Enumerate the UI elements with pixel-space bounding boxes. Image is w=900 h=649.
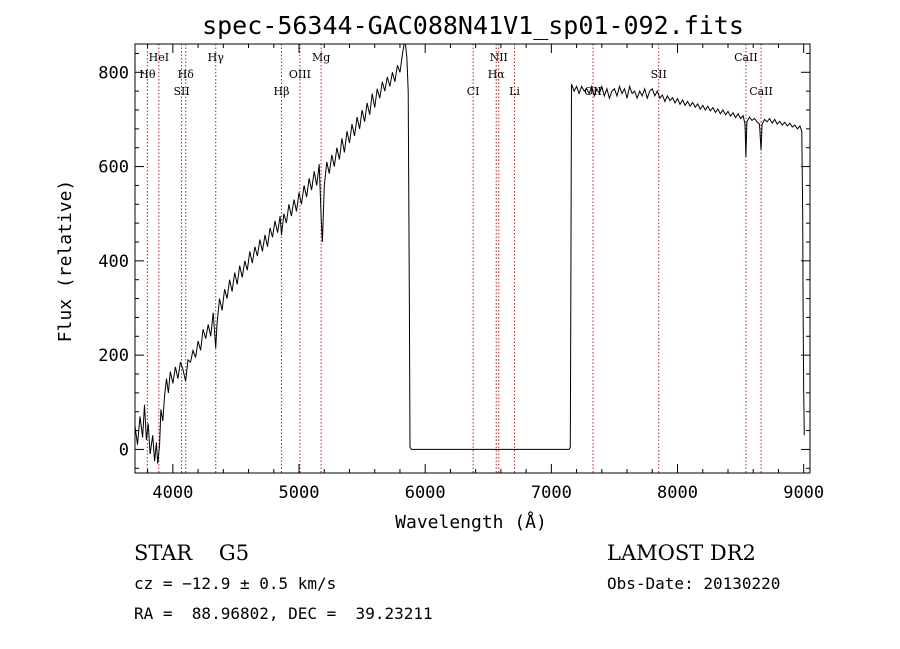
spectral-line-label: CaII [734, 51, 758, 64]
chart-title: spec-56344-GAC088N41V1_sp01-092.fits [202, 11, 744, 40]
y-tick-label: 0 [119, 440, 129, 460]
x-axis-label: Wavelength (Å) [395, 511, 547, 533]
spectrum-plot [135, 44, 805, 464]
y-tick-label: 600 [98, 158, 129, 178]
y-tick-label: 200 [98, 346, 129, 366]
plot-frame [134, 43, 811, 474]
spectral-line-label: CI [467, 85, 480, 98]
survey-name: LAMOST DR2 [607, 541, 756, 565]
x-tick-label: 6000 [405, 483, 446, 503]
spectral-line-label: SII [651, 68, 667, 81]
x-tick-label: 7000 [531, 483, 572, 503]
spectral-line-label: HeI [149, 51, 169, 64]
spectral-line-label: Hβ [274, 85, 290, 98]
observation-date: Obs-Date: 20130220 [607, 574, 780, 593]
spectral-line-label: Hα [488, 68, 506, 81]
spectral-line-label: NII [490, 51, 508, 64]
y-tick-label: 800 [98, 63, 129, 83]
y-axis-label: Flux (relative) [55, 180, 76, 343]
y-tick-label: 400 [98, 252, 129, 272]
coordinates: RA = 88.96802, DEC = 39.23211 [134, 604, 433, 623]
spectral-line-label: Hθ [139, 68, 156, 81]
spectral-line-label: Mg [312, 51, 330, 64]
x-tick-label: 9000 [783, 483, 824, 503]
redshift-velocity: cz = −12.9 ± 0.5 km/s [134, 574, 336, 593]
spectral-line-label: SII [173, 85, 189, 98]
object-class: STAR G5 [134, 541, 249, 565]
x-tick-label: 8000 [657, 483, 698, 503]
spectral-line-label: Hδ [178, 68, 195, 81]
x-tick-label: 5000 [279, 483, 320, 503]
spectral-line-label: Hγ [208, 51, 225, 64]
spectral-line-label: OIII [289, 68, 311, 81]
spectral-line-label: Li [509, 85, 520, 98]
spectrum-line [135, 44, 805, 464]
x-tick-label: 4000 [152, 483, 193, 503]
spectral-line-label: CaII [749, 85, 773, 98]
axis-ticks: 4000 5000 6000 7000 8000 9000 0 200 400 600 800 [98, 44, 824, 503]
